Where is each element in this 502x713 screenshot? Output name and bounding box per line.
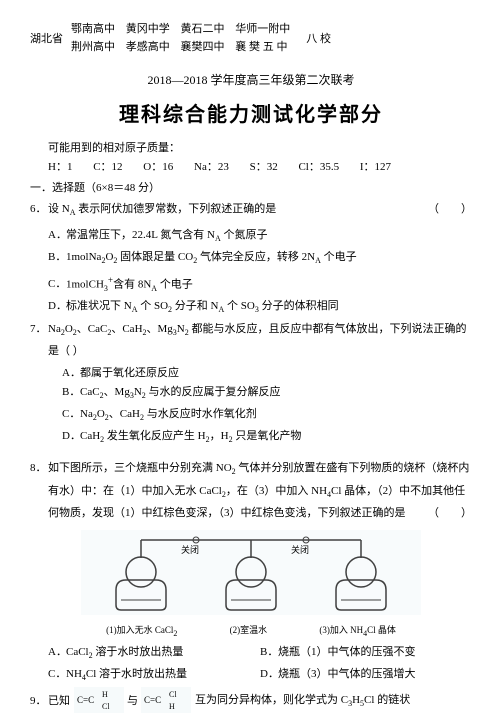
svg-text:C=C: C=C [144, 695, 161, 705]
q6-stem: 6． 设 NA 表示阿伏加德罗常数，下列叙述正确的是 （ ） [30, 200, 472, 222]
q7-opt-b: B．CaC2、Mg3N2 与水的反应属于复分解反应 [30, 383, 472, 405]
q7-opt-a: A．都属于氧化还原反应 [30, 364, 472, 383]
svg-text:Cl: Cl [169, 690, 177, 699]
svg-text:H: H [102, 690, 108, 699]
q7-opt-c: C．Na2O2、CaH2 与水反应时水作氧化剂 [30, 405, 472, 427]
svg-text:C=C: C=C [77, 695, 94, 705]
q7-stem: 7． Na2O2、CaC2、CaH2、Mg3N2 都能与水反应，且反应中都有气体… [30, 320, 472, 360]
struct-2: C=C Cl H [141, 687, 191, 713]
year-line: 2018—2018 学年度高三年级第二次联考 [30, 71, 472, 88]
struct-1: C=C H Cl [74, 687, 124, 713]
flask-label-3: (3)加入 NH4Cl 晶体 [319, 623, 396, 638]
q8-options: A．CaCl2 溶于水时放出热量 B．烧瓶（1）中气体的压强不变 C．NH4Cl… [30, 643, 472, 687]
q9: 9． 已知 C=C H Cl 与 C=C Cl H 互为同分异构体，则化学式为 … [30, 687, 472, 713]
q7-opt-d: D．CaH2 发生氧化反应产生 H2，H2 只是氧化产物 [30, 427, 472, 449]
svg-text:Cl: Cl [102, 702, 110, 711]
svg-text:H: H [169, 702, 175, 711]
q8-opt-d: D．烧瓶（3）中气体的压强增大 [260, 665, 472, 687]
eight-schools: 八 校 [306, 30, 331, 46]
flask-label-1: (1)加入无水 CaCl2 [106, 623, 177, 638]
section-title: 一．选择题（6×8＝48 分） [30, 179, 472, 195]
q6-opt-d: D．标准状况下 NA 个 SO2 分子和 NA 个 SO3 分子的体积相同 [30, 297, 472, 319]
apparatus-diagram: 关闭 关闭 [30, 530, 472, 618]
school-row-2: 荆州高中 孝感高中 襄樊四中 襄 樊 五 中 [71, 38, 298, 56]
header-schools: 湖北省 鄂南高中 黄冈中学 黄石二中 华师一附中 荆州高中 孝感高中 襄樊四中 … [30, 20, 472, 56]
main-title: 理科综合能力测试化学部分 [30, 98, 472, 127]
flask-labels: (1)加入无水 CaCl2 (2)室温水 (3)加入 NH4Cl 晶体 [30, 623, 472, 638]
svg-text:关闭: 关闭 [291, 544, 309, 555]
mass-intro: 可能用到的相对原子质量： [30, 139, 472, 155]
q8-opt-a: A．CaCl2 溶于水时放出热量 [48, 643, 260, 665]
flask-label-2: (2)室温水 [230, 623, 268, 638]
apparatus-svg: 关闭 关闭 [81, 530, 421, 615]
q6-opt-c: C．1molCH3+含有 8NA 个电子 [30, 271, 472, 298]
mass-data: H：1 C：12 O：16 Na：23 S：32 Cl：35.5 I：127 [30, 158, 472, 174]
q8-opt-c: C．NH4Cl 溶于水时放出热量 [48, 665, 260, 687]
q8-opt-b: B．烧瓶（1）中气体的压强不变 [260, 643, 472, 665]
svg-text:关闭: 关闭 [181, 544, 199, 555]
q6-opt-b: B．1molNa2O2 固体跟足量 CO2 气体完全反应，转移 2NA 个电子 [30, 248, 472, 270]
school-grid: 鄂南高中 黄冈中学 黄石二中 华师一附中 荆州高中 孝感高中 襄樊四中 襄 樊 … [71, 20, 298, 56]
school-row-1: 鄂南高中 黄冈中学 黄石二中 华师一附中 [71, 20, 298, 38]
province: 湖北省 [30, 30, 63, 46]
q8-stem: 8． 如下图所示，三个烧瓶中分别充满 NO2 气体并分别放置在盛有下列物质的烧杯… [30, 459, 472, 521]
q6-opt-a: A．常温常压下，22.4L 氮气含有 NA 个氮原子 [30, 226, 472, 248]
